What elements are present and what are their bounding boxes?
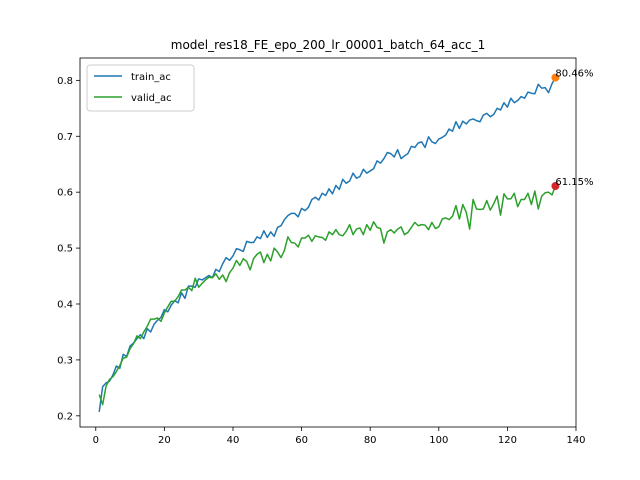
y-tick-label: 0.6	[57, 188, 73, 199]
x-tick-label: 20	[158, 435, 171, 446]
y-tick-label: 0.4	[57, 300, 73, 311]
final-value-annotation: 61.15%	[555, 177, 593, 188]
x-axis: 0 20 40 60 80 100 120 140	[93, 427, 586, 446]
legend-label: valid_ac	[131, 93, 172, 104]
y-axis: 0.2 0.3 0.4 0.5 0.6 0.7 0.8	[57, 76, 80, 422]
y-tick-label: 0.2	[57, 411, 73, 422]
x-tick-label: 40	[227, 435, 240, 446]
axes-frame	[79, 57, 577, 428]
y-tick-label: 0.5	[57, 244, 73, 255]
y-tick-label: 0.7	[57, 132, 73, 143]
x-tick-label: 0	[93, 435, 99, 446]
x-tick-label: 120	[498, 435, 517, 446]
plot-area: 80.46% 61.15%	[98, 69, 594, 413]
legend-label: train_ac	[131, 72, 171, 83]
x-tick-label: 140	[566, 435, 585, 446]
y-tick-label: 0.8	[57, 76, 73, 87]
y-tick-label: 0.3	[57, 355, 73, 366]
x-tick-label: 60	[295, 435, 308, 446]
final-point-marker	[551, 182, 560, 191]
series-line-valid-ac	[98, 185, 557, 406]
x-tick-label: 100	[429, 435, 448, 446]
x-tick-label: 80	[364, 435, 377, 446]
final-point-marker	[551, 73, 560, 82]
final-value-annotation: 80.46%	[555, 69, 593, 80]
chart-title: model_res18_FE_epo_200_lr_00001_batch_64…	[171, 38, 485, 52]
legend: train_ac valid_ac	[86, 64, 195, 112]
